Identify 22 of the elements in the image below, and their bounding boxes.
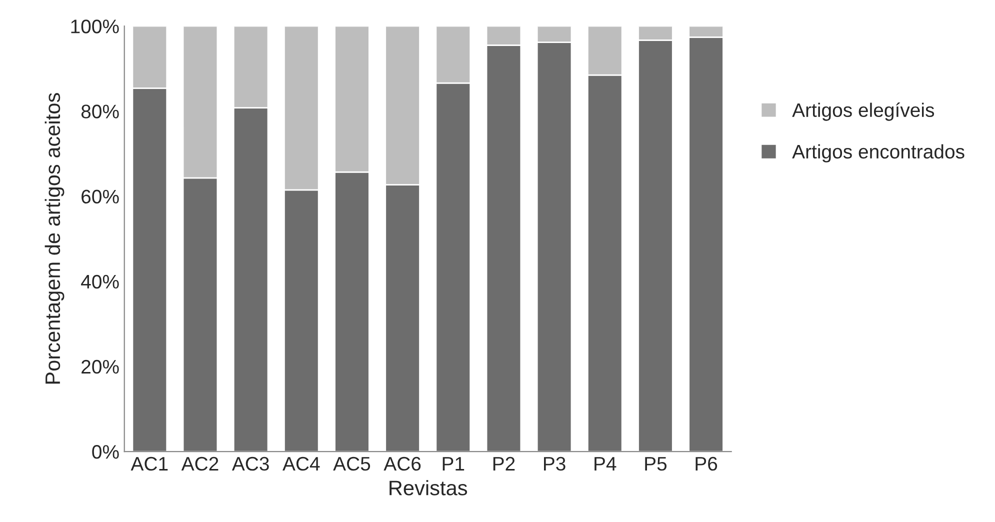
legend-label: Artigos elegíveis [792, 102, 934, 121]
x-tick-label: AC2 [181, 456, 218, 471]
y-tick-label: 80% [81, 104, 119, 118]
x-tick-label: AC6 [384, 456, 421, 471]
y-tick-label: 0% [92, 445, 119, 459]
x-axis-title: Revistas [390, 480, 468, 496]
y-axis-title: Porcentagem de artigos aceitos [44, 93, 64, 384]
legend-label: Artigos encontrados [792, 144, 964, 162]
x-tick-label: AC1 [130, 456, 168, 471]
x-tick-label: P1 [442, 457, 464, 470]
x-tick-label: P5 [645, 457, 667, 471]
y-tick-label: 60% [82, 190, 119, 204]
y-tick-label: 100% [71, 20, 119, 34]
x-tick-label: AC5 [333, 456, 370, 471]
x-tick-label: AC4 [282, 456, 320, 471]
x-tick-label: AC3 [232, 456, 269, 471]
x-tick-label: P2 [493, 456, 515, 470]
x-tick-label: P3 [544, 456, 566, 471]
y-tick-label: 40% [81, 274, 119, 289]
x-tick-label: P4 [594, 457, 616, 470]
x-tick-label: P6 [696, 456, 718, 471]
y-tick-label: 20% [82, 360, 119, 374]
